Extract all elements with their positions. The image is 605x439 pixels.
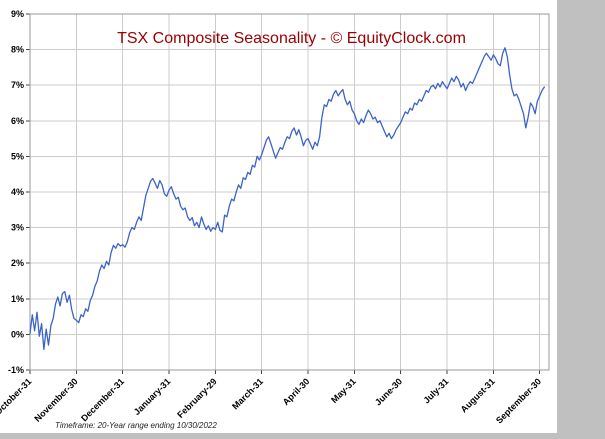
chart-title: TSX Composite Seasonality - © EquityCloc… [117, 30, 466, 47]
y-axis-label: 0% [11, 329, 24, 339]
x-axis-label: October-31 [0, 376, 33, 417]
y-axis-label: 7% [11, 80, 24, 90]
x-axis-label: December-31 [79, 376, 126, 423]
x-axis-label: November-30 [32, 376, 79, 423]
y-axis-label: 1% [11, 294, 24, 304]
y-axis-label: 2% [11, 258, 24, 268]
chart-canvas: -1% 0% 1% 2% 3% 4% 5% 6% 7% 8% 9% October-31 Novembe… [0, 0, 557, 433]
y-axis-label: 3% [11, 223, 24, 233]
y-axis-label: 4% [11, 187, 24, 197]
y-axis-label: -1% [8, 365, 24, 375]
y-axis-label: 8% [11, 45, 24, 55]
seasonality-chart: -1% 0% 1% 2% 3% 4% 5% 6% 7% 8% 9% October-31Novembe… [0, 9, 550, 426]
y-axis-label: 5% [11, 151, 24, 161]
plot-area: -1% 0% 1% 2% 3% 4% 5% 6% 7% 8% 9% October-31 Novembe… [0, 9, 550, 426]
x-axis-label: March-31 [230, 376, 265, 411]
x-axis-label: September-30 [494, 376, 543, 425]
x-axis-label: August-31 [459, 376, 497, 414]
seasonality-line [29, 47, 546, 351]
x-axis-label: February-29 [175, 376, 219, 420]
x-axis-label: June-30 [373, 376, 404, 407]
x-axis-label: May-31 [329, 376, 358, 405]
chart-footnote: Timeframe: 20-Year range ending 10/30/20… [55, 421, 217, 430]
y-axis-label: 6% [11, 116, 24, 126]
y-axis-label: 9% [11, 9, 24, 19]
plot-border [29, 13, 550, 371]
x-axis-label: January-31 [132, 376, 173, 417]
x-axis-label: July-31 [421, 376, 450, 405]
x-axis-label: April-30 [281, 376, 312, 407]
